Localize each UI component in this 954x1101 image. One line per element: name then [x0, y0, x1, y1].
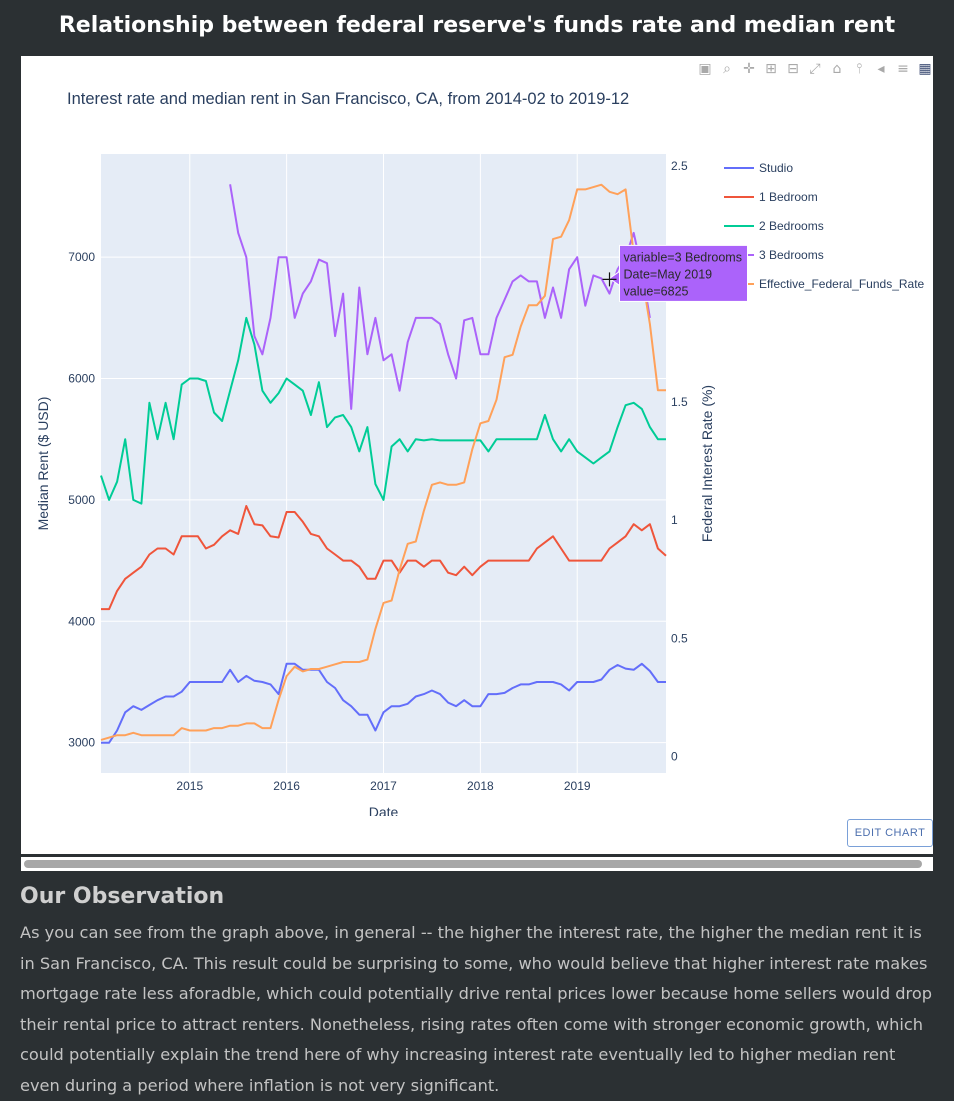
- horizontal-scrollbar[interactable]: [21, 857, 933, 871]
- series-line-1-bedroom: [101, 505, 667, 611]
- tooltip-box: [619, 244, 748, 302]
- legend-item: 2 Bedrooms: [759, 219, 824, 233]
- chart-title: Interest rate and median rent in San Fra…: [67, 90, 629, 108]
- x-axis-title: Date: [369, 804, 399, 816]
- y2-tick-label: 0.5: [671, 631, 688, 645]
- page-title: Relationship between federal reserve's f…: [58, 13, 896, 38]
- hover-compare-icon[interactable]: ≡: [897, 61, 909, 77]
- camera-icon[interactable]: ▣: [698, 61, 712, 77]
- pan-icon[interactable]: ✛: [743, 61, 755, 77]
- legend-item: 1 Bedroom: [759, 190, 818, 204]
- series-line-3-bedrooms: [229, 184, 651, 410]
- scrollbar-thumb[interactable]: [24, 860, 922, 868]
- observation-text: As you can see from the graph above, in …: [20, 923, 933, 1095]
- crosshair-cursor-icon: [602, 272, 617, 287]
- modebar: ▣ ⌕ ✛ ⊞ ⊟ ⤢ ⌂ ⫯ ◂ ≡ ▦: [697, 60, 933, 78]
- legend-item: Studio: [759, 161, 793, 175]
- y-tick-label: 6000: [68, 372, 95, 386]
- legend-item: Effective_Federal_Funds_Rate: [759, 277, 925, 291]
- tooltip-line: Date=May 2019: [624, 267, 713, 281]
- x-tick-label: 2017: [370, 779, 397, 793]
- spike-lines-icon[interactable]: ⫯: [855, 61, 863, 77]
- y2-tick-label: 2.5: [671, 159, 688, 173]
- y2-axis-title: Federal Interest Rate (%): [699, 385, 715, 542]
- series-line-studio: [101, 662, 666, 744]
- y2-tick-label: 1.5: [671, 395, 688, 409]
- autoscale-icon[interactable]: ⤢: [809, 61, 821, 77]
- plotly-logo-icon[interactable]: ▦: [918, 61, 932, 77]
- y-tick-label: 5000: [68, 493, 95, 507]
- reset-axes-icon[interactable]: ⌂: [832, 61, 842, 77]
- edit-chart-button[interactable]: EDIT CHART: [847, 819, 933, 847]
- zoom-out-icon[interactable]: ⊟: [787, 61, 799, 77]
- hover-closest-icon[interactable]: ◂: [877, 61, 885, 77]
- y-axis-title: Median Rent ($ USD): [35, 397, 51, 531]
- series-line-effective-federal-funds-rate: [100, 183, 666, 741]
- x-tick-label: 2019: [564, 779, 591, 793]
- zoom-in-icon[interactable]: ⊞: [765, 61, 777, 77]
- line-chart[interactable]: Interest rate and median rent in San Fra…: [21, 56, 933, 816]
- y2-tick-label: 0: [671, 749, 678, 763]
- observation-heading: Our Observation: [20, 884, 225, 909]
- legend-item: 3 Bedrooms: [759, 248, 824, 262]
- x-tick-label: 2015: [176, 779, 203, 793]
- chart-container: ▣ ⌕ ✛ ⊞ ⊟ ⤢ ⌂ ⫯ ◂ ≡ ▦ Interest rate and median ren…: [21, 56, 933, 854]
- y-tick-label: 4000: [68, 614, 95, 628]
- x-tick-label: 2018: [467, 779, 494, 793]
- series-line-2-bedrooms: [100, 316, 666, 505]
- y-tick-label: 3000: [68, 736, 95, 750]
- zoom-icon[interactable]: ⌕: [723, 61, 731, 77]
- x-tick-label: 2016: [273, 779, 300, 793]
- y2-tick-label: 1: [671, 513, 678, 527]
- tooltip-line: value=6825: [624, 284, 689, 298]
- y-tick-label: 7000: [68, 250, 95, 264]
- tooltip-line: variable=3 Bedrooms: [624, 250, 742, 264]
